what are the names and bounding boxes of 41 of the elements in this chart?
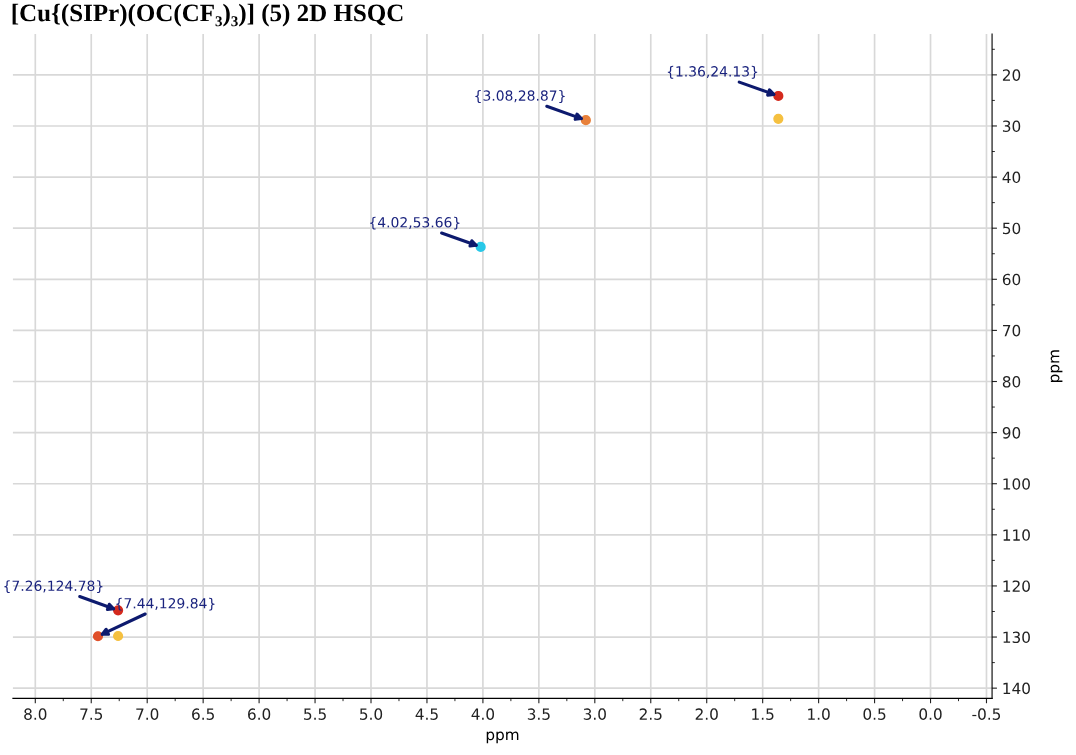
annotation: {3.08,28.87} — [475, 90, 565, 103]
x-tick-label: 7.5 — [80, 708, 103, 720]
y-tick-label: 80 — [1002, 375, 1021, 388]
annotation: {7.26,124.78} — [4, 580, 103, 594]
x-tick-label: 8.0 — [24, 708, 47, 720]
x-tick-label: 5.0 — [360, 708, 383, 720]
x-tick-label: 2.0 — [695, 708, 718, 720]
chart-title: [Cu{(SIPr)(OC(CF₃)₃)] (5) 2D HSQC — [12, 3, 403, 27]
y-tick-label: 120 — [1003, 580, 1030, 592]
x-tick-label: 1.5 — [752, 708, 774, 720]
y-axis-title: ppm — [1050, 350, 1063, 382]
y-tick-label: 70 — [1003, 324, 1021, 337]
x-tick-label: 2.5 — [639, 708, 662, 720]
y-tick-label: 50 — [1002, 222, 1021, 235]
point — [773, 113, 784, 124]
point — [113, 630, 124, 642]
x-tick-label: 4.0 — [471, 708, 495, 720]
y-tick-label: 30 — [1002, 120, 1021, 132]
y-tick-label: 40 — [1002, 171, 1021, 184]
x-tick-label: 0.0 — [919, 708, 942, 720]
y-tick-label: 140 — [1003, 682, 1030, 695]
y-tick-label: 20 — [1002, 69, 1021, 81]
x-tick-label: 6.0 — [248, 708, 271, 720]
x-tick-label: 0.5 — [863, 708, 886, 720]
y-tick-label: 110 — [1003, 529, 1030, 541]
x-axis-title: ppm — [486, 731, 519, 744]
y-tick-label: 100 — [1003, 478, 1030, 490]
x-tick-label: 3.5 — [527, 708, 550, 720]
x-tick-label: 5.5 — [304, 708, 326, 720]
y-tick-label: 90 — [1002, 427, 1021, 439]
annotation: {7.44,129.84} — [116, 597, 215, 611]
x-tick-label: -0.5 — [972, 708, 1001, 720]
annotation: {1.36,24.13} — [667, 65, 758, 79]
annotation: {4.02,53.66} — [370, 216, 460, 230]
y-tick-label: 130 — [1003, 631, 1030, 644]
x-tick-label: 4.5 — [415, 708, 438, 720]
y-tick-label: 60 — [1002, 273, 1021, 286]
x-tick-label: 3.0 — [583, 708, 606, 720]
x-tick-label: 7.0 — [136, 708, 159, 720]
x-tick-label: 6.5 — [192, 708, 214, 720]
x-tick-label: 1.0 — [808, 708, 830, 720]
